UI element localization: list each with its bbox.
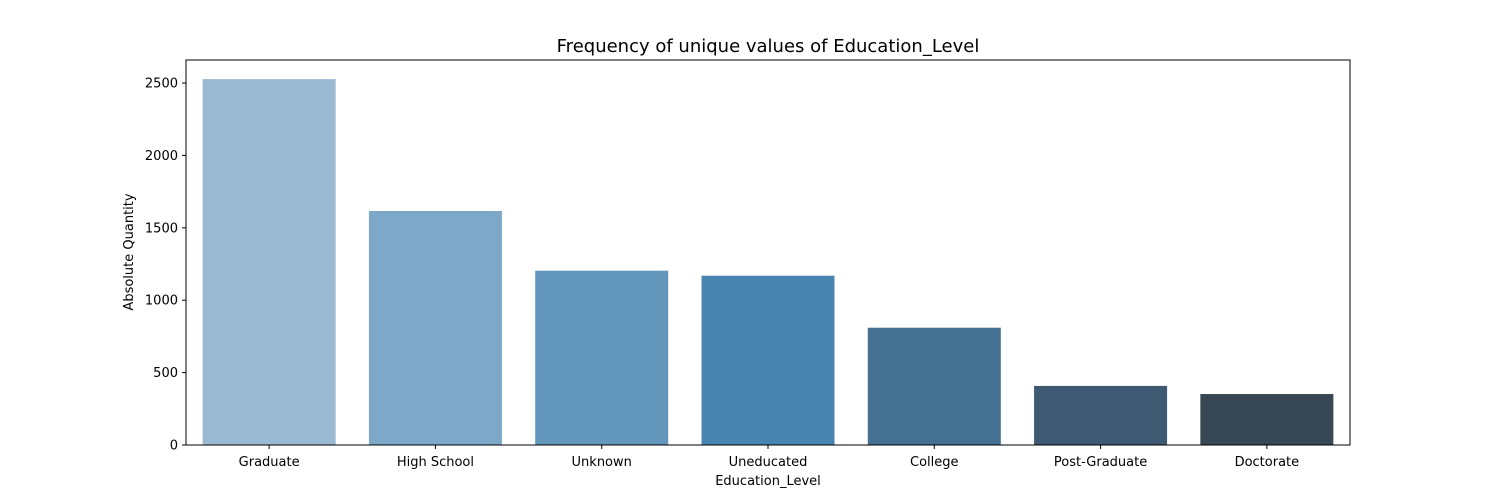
y-tick-label: 0 (170, 439, 178, 454)
y-axis-label: Absolute Quantity (122, 193, 137, 310)
x-axis-label: Education_Level (715, 474, 821, 489)
bar (535, 270, 669, 445)
x-tick-label: College (910, 455, 959, 470)
bar (202, 79, 336, 445)
x-tick-label: Uneducated (729, 455, 808, 470)
bar (701, 275, 835, 445)
bars-group (202, 79, 1334, 445)
x-tick-label: Doctorate (1235, 455, 1300, 470)
y-tick-label: 500 (153, 366, 178, 381)
y-tick-label: 1000 (145, 294, 178, 309)
x-tick-label: Post-Graduate (1054, 455, 1147, 470)
bar (368, 211, 502, 445)
x-tick-label: High School (397, 455, 474, 470)
x-tick-label: Graduate (239, 455, 300, 470)
x-tick-label: Unknown (572, 455, 632, 470)
bar (1200, 394, 1334, 445)
y-tick-label: 2000 (145, 149, 178, 164)
bar (1034, 385, 1168, 445)
x-axis-ticks: Graduate High School Unknown Uneducated Coll… (239, 445, 1299, 470)
y-axis-ticks: 0 500 1000 1500 2000 2500 (145, 77, 186, 454)
y-tick-label: 1500 (145, 221, 178, 236)
y-tick-label: 2500 (145, 77, 178, 92)
plot-frame (185, 59, 1351, 446)
chart-title: Frequency of unique values of Education_… (557, 36, 980, 57)
bar (867, 327, 1001, 445)
